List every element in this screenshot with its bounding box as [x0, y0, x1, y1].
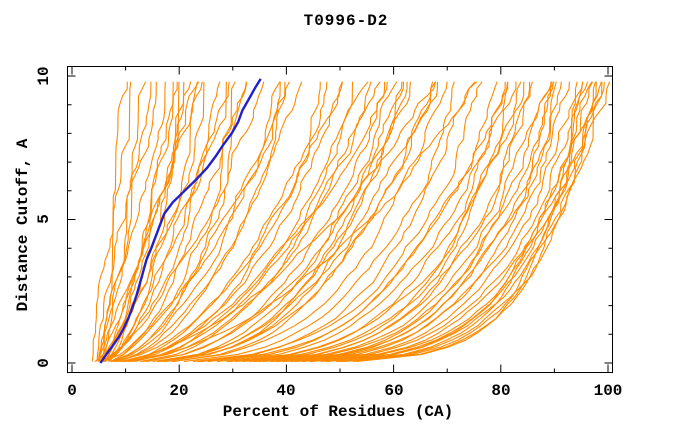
orange-model-curve	[130, 81, 381, 363]
orange-model-curve	[122, 81, 328, 363]
orange-model-curve	[115, 81, 303, 363]
axis-ticks	[67, 66, 613, 373]
x-tick-label-100: 100	[593, 382, 623, 400]
orange-model-curve	[111, 81, 281, 363]
orange-model-curve	[104, 81, 221, 363]
orange-model-curve	[100, 81, 147, 362]
orange-model-curve	[162, 81, 408, 363]
orange-model-curve	[97, 81, 166, 362]
orange-model-curve	[96, 81, 152, 362]
orange-model-curve	[103, 81, 281, 363]
orange-model-curve	[112, 81, 286, 363]
orange-model-curve	[158, 81, 403, 363]
orange-model-curve	[152, 81, 434, 363]
orange-model-curve	[171, 81, 448, 363]
orange-model-curve	[113, 81, 247, 363]
orange-model-curve	[122, 81, 343, 363]
orange-model-curve	[229, 81, 509, 363]
x-tick-label-60: 60	[384, 382, 404, 400]
y-tick-label-0: 0	[35, 358, 53, 368]
orange-model-curve	[336, 81, 597, 363]
orange-model-curve	[253, 81, 531, 363]
orange-model-curve	[142, 81, 404, 363]
y-tick-label-10: 10	[35, 66, 53, 86]
orange-model-curve	[103, 81, 185, 362]
orange-model-curve	[277, 81, 552, 363]
orange-model-curve	[283, 81, 557, 363]
orange-model-curve	[91, 81, 132, 362]
orange-model-curve	[302, 81, 578, 363]
orange-model-curve	[262, 81, 554, 363]
orange-model-curve	[158, 81, 439, 363]
blue-highlight-curve	[99, 78, 262, 364]
orange-model-curve	[242, 81, 525, 363]
orange-model-curve	[172, 81, 437, 363]
orange-model-curve	[311, 81, 593, 363]
orange-model-curve	[342, 81, 611, 363]
orange-model-curve	[110, 81, 265, 363]
orange-model-curve	[107, 81, 227, 363]
orange-model-curve	[352, 81, 602, 363]
y-axis-label: Distance Cutoff, A	[14, 138, 32, 312]
chart-title: T0996-D2	[303, 12, 389, 30]
orange-model-curve	[164, 81, 411, 363]
orange-model-curve	[249, 81, 534, 363]
orange-model-curve	[97, 81, 178, 362]
x-axis-label: Percent of Residues (CA)	[222, 403, 454, 421]
orange-model-curve	[134, 81, 354, 363]
orange-model-curve	[290, 81, 570, 363]
orange-model-curve	[356, 81, 597, 363]
orange-model-curve	[102, 81, 157, 362]
orange-model-curve	[103, 81, 230, 363]
orange-model-curve	[270, 81, 555, 363]
orange-model-curve	[192, 81, 483, 363]
orange-model-curve	[98, 81, 180, 362]
orange-model-curve	[197, 81, 476, 363]
orange-model-curve	[124, 81, 478, 363]
orange-model-curve	[99, 81, 192, 362]
orange-model-curve	[100, 81, 248, 363]
orange-model-curve	[235, 81, 522, 363]
x-tick-label-0: 0	[67, 382, 77, 400]
orange-model-curve	[294, 81, 584, 363]
orange-model-curve	[325, 81, 594, 363]
x-tick-label-40: 40	[276, 382, 296, 400]
x-tick-label-20: 20	[169, 382, 189, 400]
orange-model-curve	[118, 81, 290, 363]
orange-model-curve	[201, 81, 498, 363]
orange-model-curve	[258, 81, 553, 363]
y-tick-label-5: 5	[35, 214, 53, 224]
orange-model-curve	[115, 81, 344, 363]
orange-model-curve	[104, 81, 174, 362]
orange-model-curve	[123, 81, 388, 363]
x-tick-label-80: 80	[491, 382, 511, 400]
orange-model-curve	[119, 81, 437, 363]
orange-model-curve	[110, 81, 236, 363]
